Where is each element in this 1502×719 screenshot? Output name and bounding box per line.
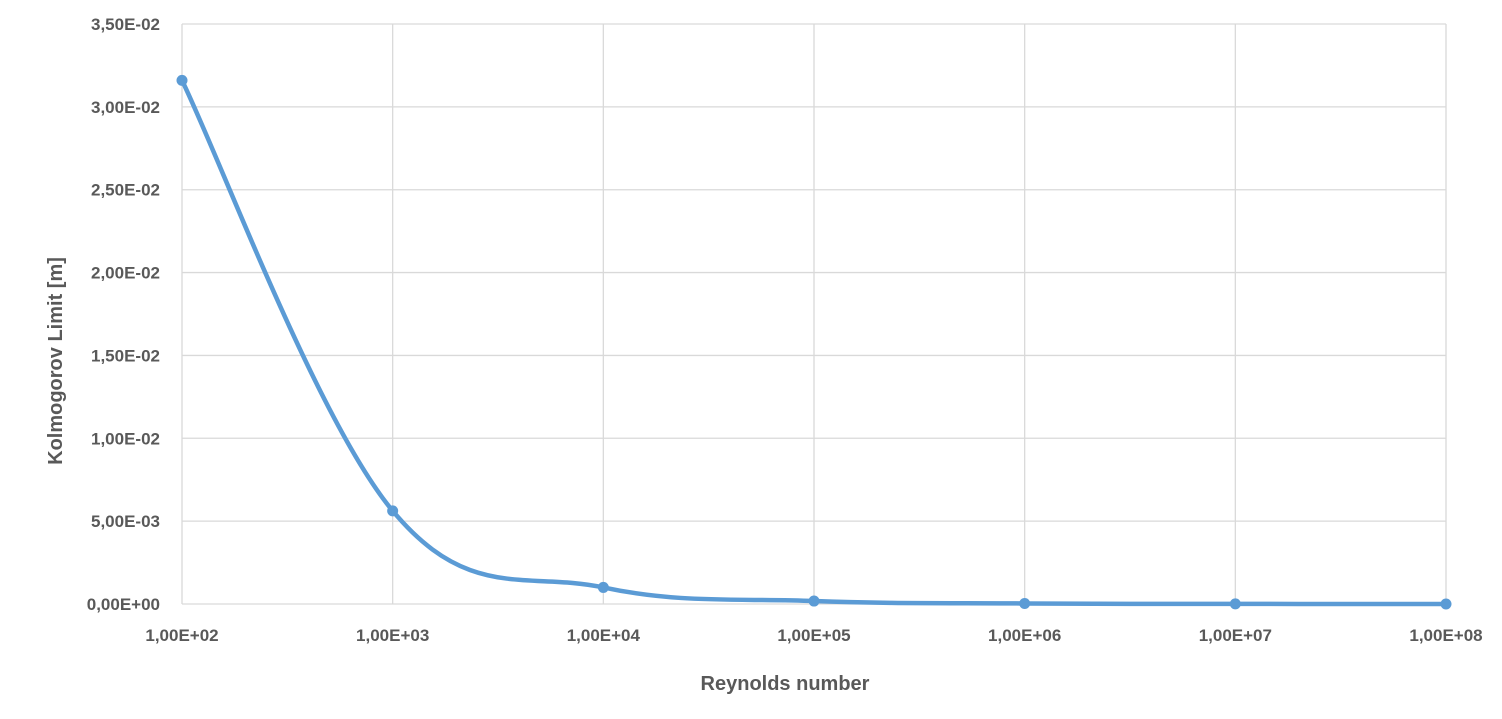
y-tick-label: 5,00E-03 <box>91 512 160 531</box>
data-point <box>387 505 399 517</box>
y-tick-label: 3,50E-02 <box>91 15 160 34</box>
x-tick-label: 1,00E+05 <box>777 626 850 645</box>
data-point <box>176 74 188 86</box>
data-point <box>597 581 609 593</box>
data-point <box>1019 597 1031 609</box>
series-layer <box>176 74 1452 610</box>
y-tick-label: 1,50E-02 <box>91 346 160 365</box>
y-axis-ticks: 0,00E+00 5,00E-03 1,00E-02 1,50E-02 2,00E-02… <box>87 15 160 614</box>
x-axis-ticks: 1,00E+02 1,00E+03 1,00E+04 1,00E+05 1,00E+06… <box>145 626 1482 645</box>
x-axis-title: Reynolds number <box>701 673 870 695</box>
x-tick-label: 1,00E+07 <box>1199 626 1272 645</box>
x-tick-label: 1,00E+06 <box>988 626 1061 645</box>
x-tick-label: 1,00E+04 <box>567 626 641 645</box>
y-tick-label: 0,00E+00 <box>87 595 160 614</box>
y-tick-label: 2,50E-02 <box>91 181 160 200</box>
grid <box>181 23 1447 605</box>
x-tick-label: 1,00E+03 <box>356 626 429 645</box>
data-point <box>1229 598 1241 610</box>
x-tick-label: 1,00E+08 <box>1409 626 1482 645</box>
data-point <box>1440 598 1452 610</box>
data-point <box>808 595 820 607</box>
y-tick-label: 3,00E-02 <box>91 98 160 117</box>
y-tick-label: 1,00E-02 <box>91 429 160 448</box>
y-axis-title: Kolmogorov Limit [m] <box>45 257 67 465</box>
x-tick-label: 1,00E+02 <box>145 626 218 645</box>
series-line <box>179 78 1449 607</box>
y-tick-label: 2,00E-02 <box>91 264 160 283</box>
